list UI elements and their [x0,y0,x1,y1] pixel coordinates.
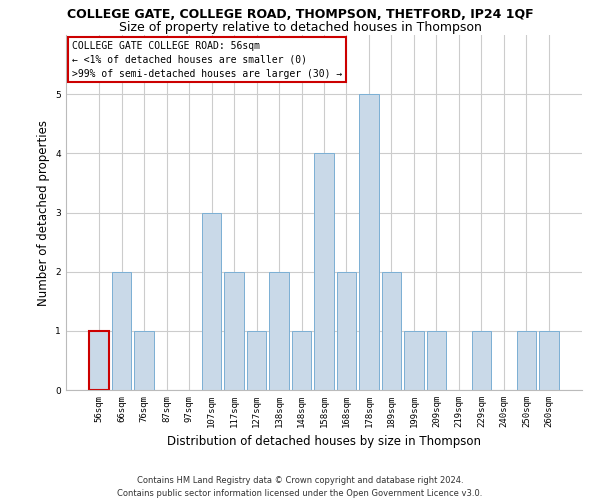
Bar [517,331,536,390]
Bar [89,331,109,390]
Bar [112,272,131,390]
Bar [224,272,244,390]
Bar [382,272,401,390]
Bar [472,331,491,390]
Bar [427,331,446,390]
Bar [247,331,266,390]
Bar [269,272,289,390]
Bar [202,212,221,390]
Bar [337,272,356,390]
Bar [134,331,154,390]
Bar [359,94,379,390]
Text: Contains HM Land Registry data © Crown copyright and database right 2024.
Contai: Contains HM Land Registry data © Crown c… [118,476,482,498]
Bar [314,154,334,390]
Bar [539,331,559,390]
X-axis label: Distribution of detached houses by size in Thompson: Distribution of detached houses by size … [167,436,481,448]
Bar [404,331,424,390]
Text: COLLEGE GATE COLLEGE ROAD: 56sqm
← <1% of detached houses are smaller (0)
>99% o: COLLEGE GATE COLLEGE ROAD: 56sqm ← <1% o… [71,40,342,78]
Y-axis label: Number of detached properties: Number of detached properties [37,120,50,306]
Text: COLLEGE GATE, COLLEGE ROAD, THOMPSON, THETFORD, IP24 1QF: COLLEGE GATE, COLLEGE ROAD, THOMPSON, TH… [67,8,533,20]
Bar [292,331,311,390]
Text: Size of property relative to detached houses in Thompson: Size of property relative to detached ho… [119,21,481,34]
